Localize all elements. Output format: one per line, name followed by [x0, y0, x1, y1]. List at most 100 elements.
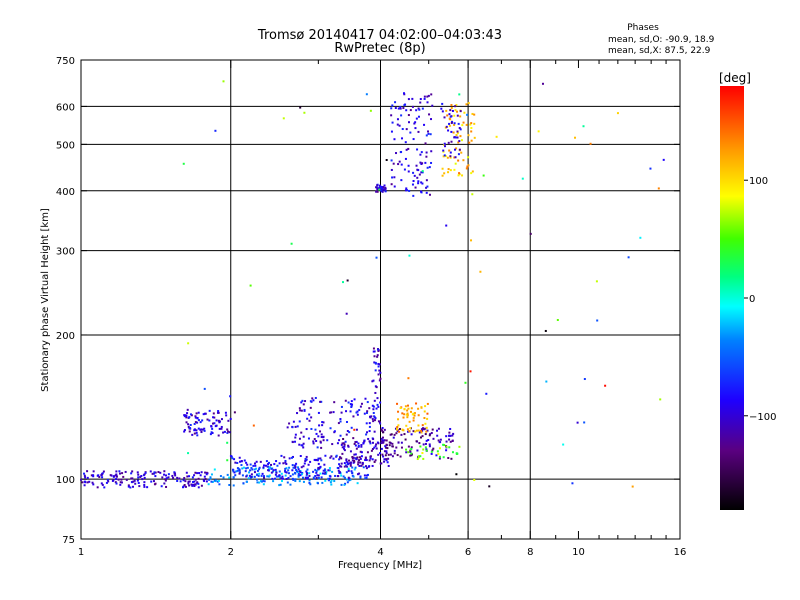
- data-point: [252, 464, 255, 467]
- data-point: [458, 140, 461, 143]
- data-point: [101, 483, 104, 486]
- data-point: [365, 411, 368, 414]
- data-point: [387, 453, 390, 456]
- data-point: [198, 472, 201, 475]
- data-point: [350, 405, 353, 408]
- data-point: [134, 482, 137, 485]
- data-point: [83, 484, 86, 487]
- data-point: [203, 387, 206, 390]
- data-point: [339, 418, 342, 421]
- data-point: [211, 480, 214, 483]
- data-point: [390, 168, 393, 171]
- data-point: [281, 475, 284, 478]
- data-point: [216, 411, 219, 414]
- data-point: [448, 434, 451, 437]
- data-point: [422, 427, 425, 430]
- data-point: [467, 134, 470, 137]
- data-point: [397, 441, 400, 444]
- data-point: [316, 446, 319, 449]
- data-point: [200, 430, 203, 433]
- data-point: [253, 471, 256, 474]
- data-point: [291, 441, 294, 444]
- data-point: [446, 156, 449, 159]
- data-point: [309, 406, 312, 409]
- data-point: [302, 465, 305, 468]
- data-point: [442, 155, 445, 158]
- data-point: [331, 470, 334, 473]
- data-point: [368, 430, 371, 433]
- data-point: [187, 425, 190, 428]
- data-point: [191, 483, 194, 486]
- data-point: [451, 120, 454, 123]
- data-point: [409, 427, 412, 430]
- data-point: [521, 177, 524, 180]
- data-point: [375, 447, 378, 450]
- data-point: [222, 476, 225, 479]
- data-point: [393, 176, 396, 179]
- data-point: [368, 465, 371, 468]
- data-point: [388, 441, 391, 444]
- data-point: [256, 478, 259, 481]
- data-point: [382, 455, 385, 458]
- data-point: [359, 475, 362, 478]
- data-point: [299, 106, 302, 109]
- data-point: [154, 475, 157, 478]
- data-point: [352, 475, 355, 478]
- data-point: [375, 190, 378, 193]
- data-point: [420, 431, 423, 434]
- data-point: [443, 142, 446, 145]
- data-point: [86, 481, 89, 484]
- data-point: [479, 270, 482, 273]
- data-point: [299, 471, 302, 474]
- data-point: [317, 467, 320, 470]
- data-point: [341, 446, 344, 449]
- data-point: [295, 462, 298, 465]
- data-point: [435, 454, 438, 457]
- data-point: [182, 162, 185, 165]
- data-point: [215, 419, 218, 422]
- data-point: [470, 130, 473, 133]
- data-point: [425, 186, 428, 189]
- data-point: [236, 469, 239, 472]
- data-point: [287, 469, 290, 472]
- data-point: [368, 459, 371, 462]
- data-point: [353, 398, 356, 401]
- data-point: [297, 472, 300, 475]
- data-point: [141, 478, 144, 481]
- data-point: [338, 470, 341, 473]
- data-point: [218, 427, 221, 430]
- data-point: [360, 444, 363, 447]
- data-point: [143, 481, 146, 484]
- data-point: [346, 430, 349, 433]
- data-point: [316, 459, 319, 462]
- data-point: [304, 457, 307, 460]
- data-point: [449, 109, 452, 112]
- data-point: [127, 485, 130, 488]
- data-point: [357, 463, 360, 466]
- data-point: [432, 437, 435, 440]
- data-point: [362, 441, 365, 444]
- data-point: [360, 455, 363, 458]
- data-point: [298, 443, 301, 446]
- data-point: [125, 478, 128, 481]
- data-point: [381, 439, 384, 442]
- data-point: [323, 472, 326, 475]
- stats-o-mode: mean, sd,O: -90.9, 18.9: [608, 35, 715, 45]
- data-point: [226, 441, 229, 444]
- data-point: [310, 427, 313, 430]
- data-point: [324, 469, 327, 472]
- data-point: [451, 451, 454, 454]
- data-point: [428, 193, 431, 196]
- data-point: [297, 475, 300, 478]
- data-point: [459, 128, 462, 131]
- data-point: [278, 474, 281, 477]
- data-point: [273, 477, 276, 480]
- data-point: [291, 464, 294, 467]
- data-point: [359, 457, 362, 460]
- data-point: [385, 450, 388, 453]
- data-point: [84, 476, 87, 479]
- data-point: [301, 444, 304, 447]
- data-point: [308, 419, 311, 422]
- data-point: [407, 164, 410, 167]
- data-point: [357, 442, 360, 445]
